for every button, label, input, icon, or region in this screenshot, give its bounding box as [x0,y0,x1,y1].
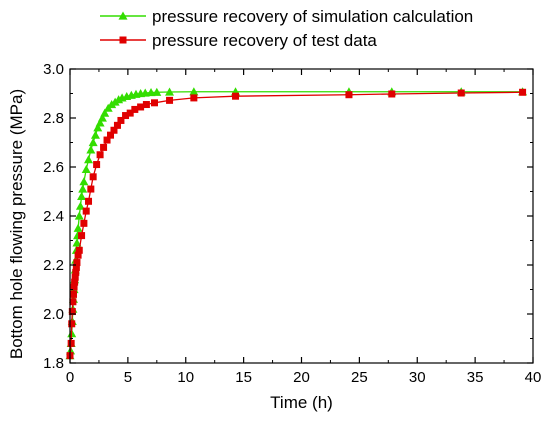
y-tick-label: 2.2 [43,257,64,274]
series-2-point [113,121,121,129]
series-2-point [388,90,396,98]
series-2-point [107,131,115,139]
x-tick-label: 35 [467,369,484,386]
series-2-point [72,268,80,276]
axis-ticks: 0 5 10 15 20 25 30 35 40 1.8 2.0 2.2 2.4 2.6 2.8 3.0 [43,61,541,386]
series-2-point [117,116,125,124]
series-1-point [84,155,94,164]
x-axis-title: Time (h) [270,393,333,412]
series-2-point [110,126,118,134]
legend: pressure recovery of simulation calculat… [100,7,473,50]
series-1-point [86,145,96,154]
series-1-point [77,191,87,200]
series-1-point [73,223,83,232]
x-tick-label: 0 [66,369,74,386]
legend-label: pressure recovery of test data [152,31,377,50]
x-tick-label: 30 [409,369,426,386]
series-2-point [71,278,79,286]
series-2-point [519,88,527,96]
series-2-point [166,96,174,104]
series-1-line [69,91,523,356]
series-2-point [85,197,93,205]
y-tick-label: 3.0 [43,61,64,78]
series-2-point [89,173,97,181]
series-1-point [90,130,100,139]
series-2-point [75,246,83,254]
series-2-point [73,259,81,267]
series-2-point [142,101,150,109]
series-2-point [74,251,82,259]
series-2-point [93,161,101,169]
legend-swatch-marker [118,11,128,20]
series-1-point [93,123,103,132]
series-1-point [189,87,199,96]
series-2-point [69,290,77,298]
legend-label: pressure recovery of simulation calculat… [152,7,473,26]
y-tick-label: 1.8 [43,355,64,372]
y-tick-label: 2.0 [43,306,64,323]
series-1-point [100,108,110,117]
series-2-point [96,151,104,159]
series-2-point [103,136,111,144]
x-tick-label: 25 [351,369,368,386]
series-2-point [68,308,76,316]
x-tick-label: 40 [525,369,542,386]
series-2-point [82,207,90,215]
y-axis-title: Bottom hole flowing pressure (MPa) [7,89,26,359]
series-2-point [232,92,240,100]
series-1-point [74,211,84,220]
y-tick-label: 2.6 [43,159,64,176]
series-2-point [122,112,130,120]
legend-item-2: pressure recovery of test data [100,31,377,50]
series-1-point [165,87,175,96]
series-1 [65,87,528,360]
series-1-point [72,238,82,247]
x-tick-label: 10 [177,369,194,386]
series-1-point [79,177,89,186]
series-2-point [137,103,145,111]
series-1-point [81,164,91,174]
series-1-point [78,184,88,193]
legend-item-1: pressure recovery of simulation calculat… [100,7,473,26]
series-1-point [95,118,105,127]
series-2-point [150,99,158,107]
series-2-point [131,105,139,113]
x-tick-label: 5 [124,369,132,386]
x-tick-label: 20 [293,369,310,386]
series-2-point [69,298,77,306]
series-2-point [87,185,95,193]
series-2-point [72,263,80,271]
series-2-point [345,91,353,99]
legend-swatch-marker [119,36,127,44]
plot-frame [69,68,534,364]
series-1-point [152,87,162,96]
series-layer [65,87,528,360]
series-2-point [68,320,76,328]
series-2-point [190,94,198,102]
y-tick-label: 2.8 [43,110,64,127]
series-2 [66,88,527,360]
series-2-line [69,91,523,356]
series-1-point [75,201,85,210]
y-tick-label: 2.4 [43,208,64,225]
series-2-point [100,143,108,151]
series-2-point [80,219,88,227]
series-2-point [70,283,78,291]
series-2-point [71,273,79,281]
series-2-point [78,232,86,240]
x-tick-label: 15 [235,369,252,386]
series-1-point [97,113,107,122]
series-1-point [88,138,98,147]
series-2-point [126,109,134,117]
series-1-point [146,88,156,97]
series-2-point [457,89,465,97]
series-2-point [67,339,75,347]
